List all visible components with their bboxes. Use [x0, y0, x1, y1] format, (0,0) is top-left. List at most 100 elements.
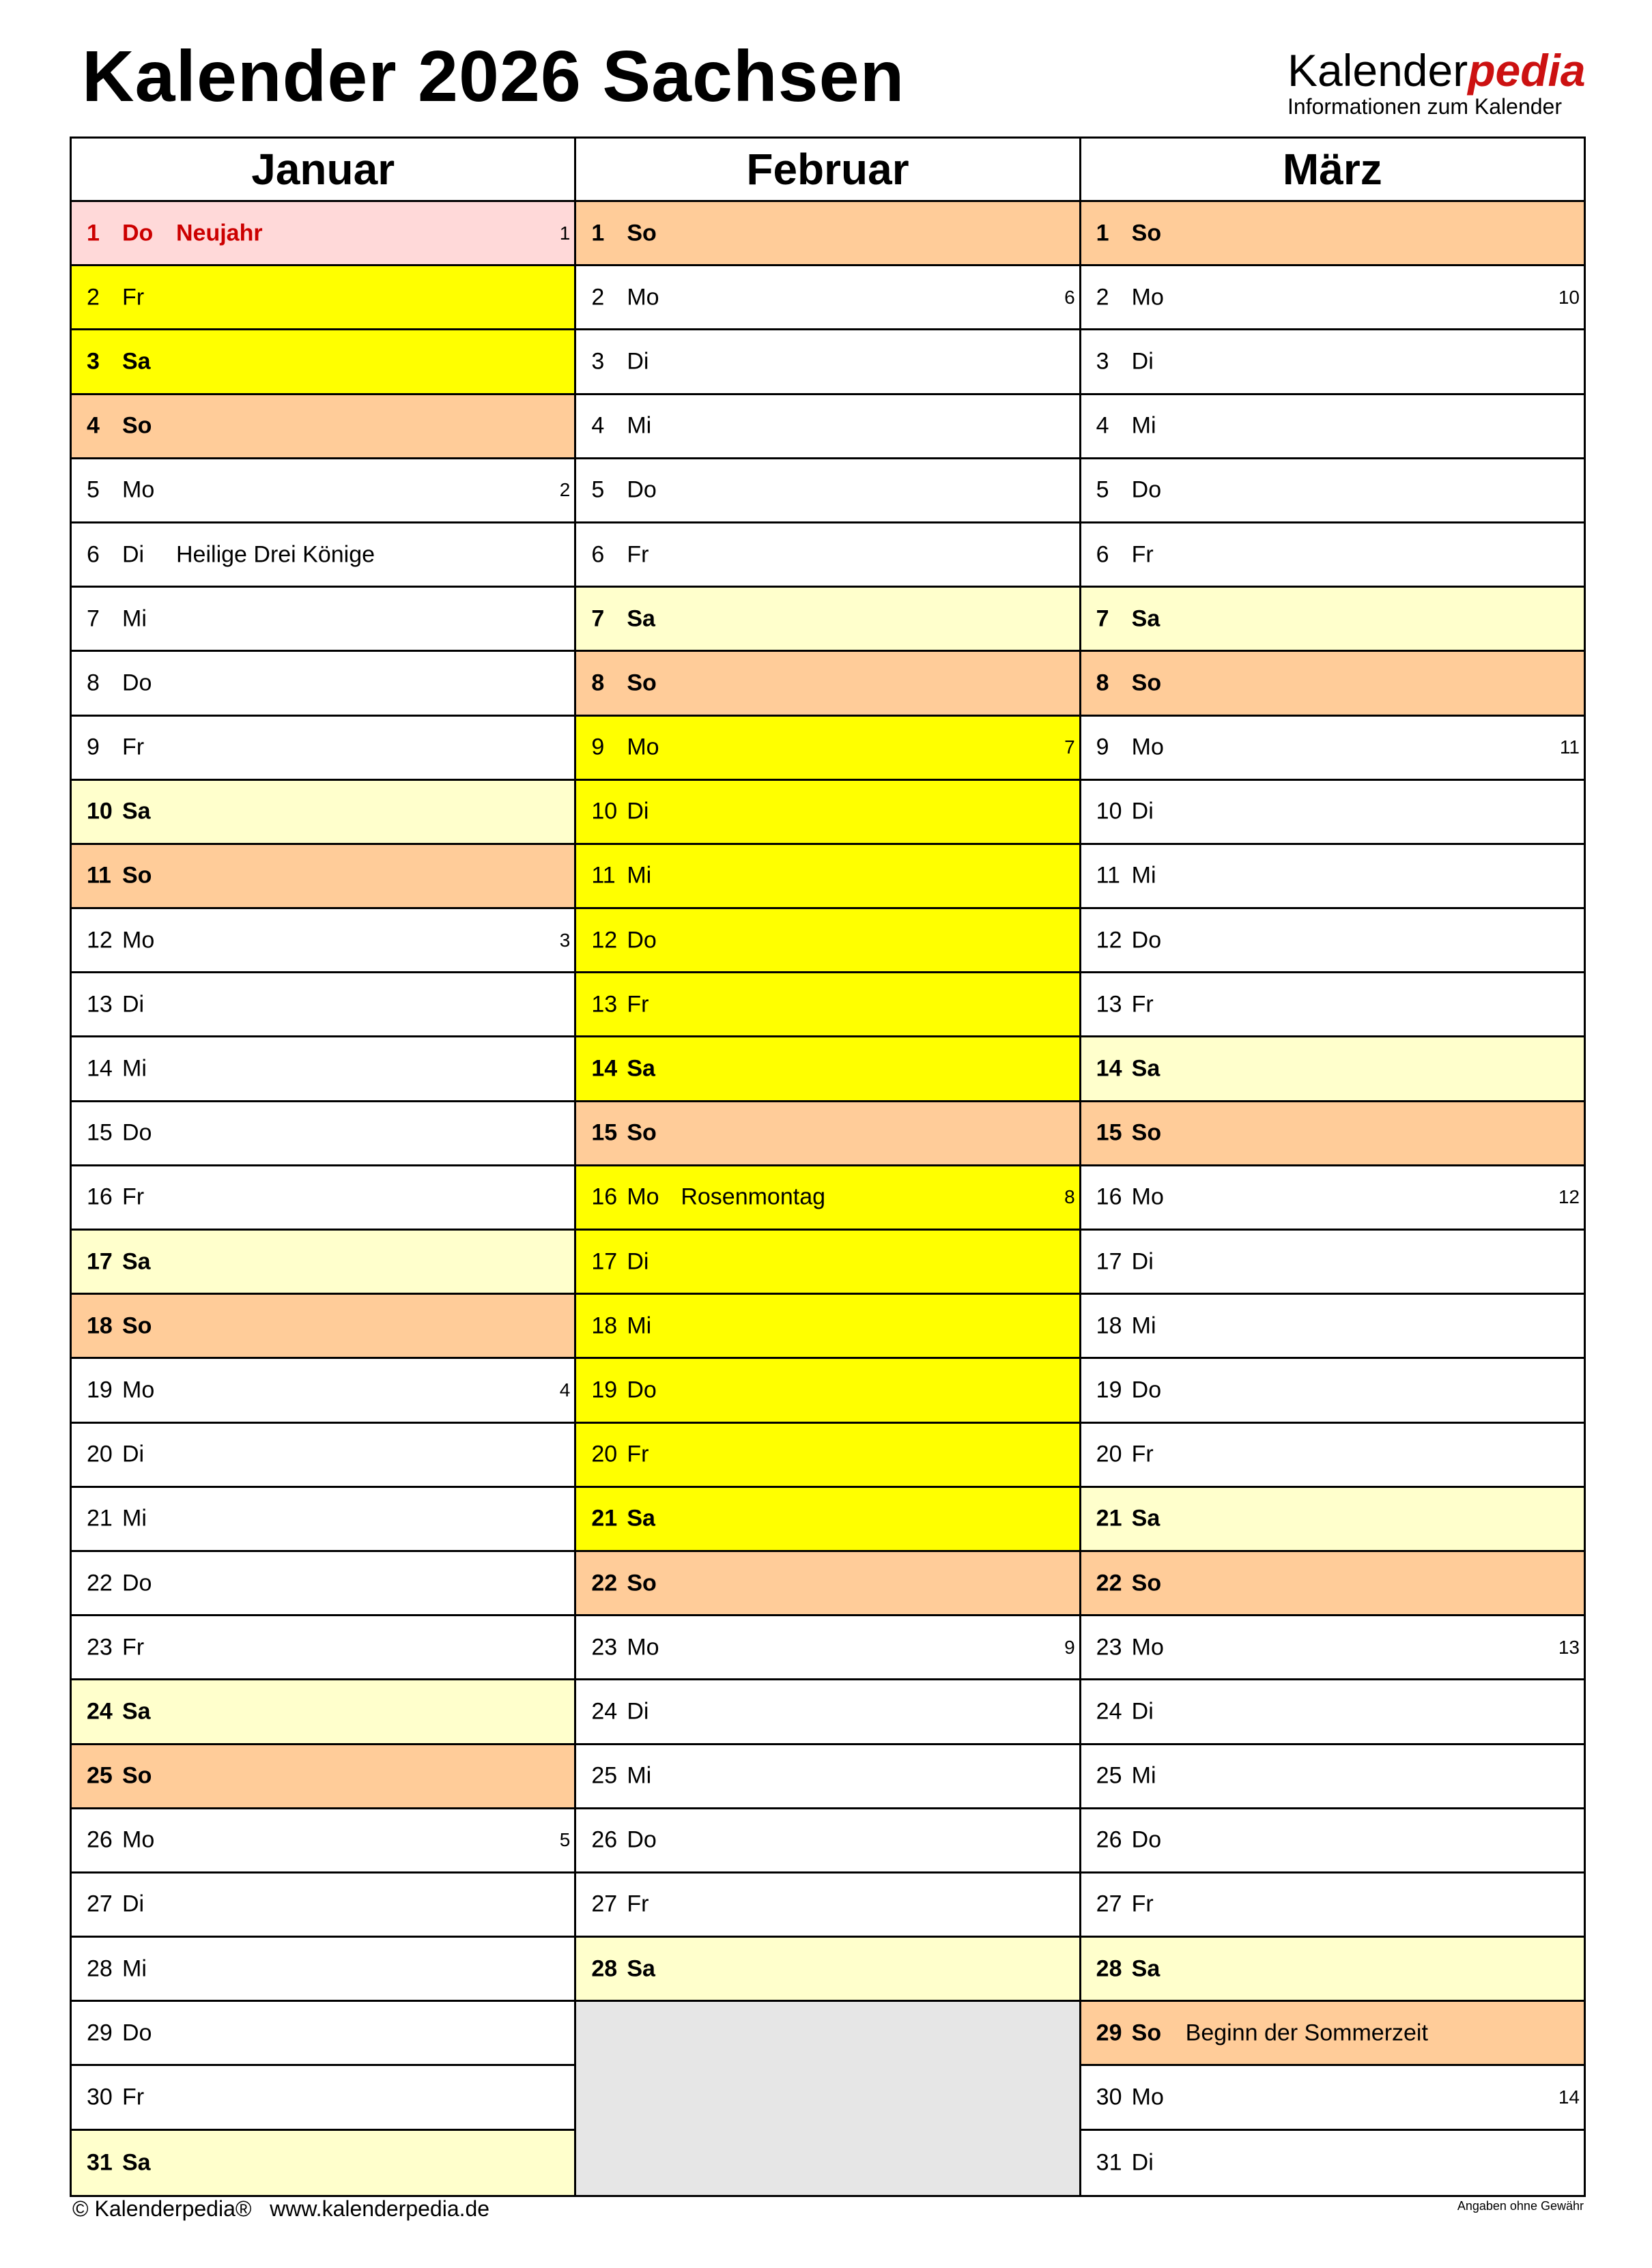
weekday: Do: [122, 1570, 152, 1596]
weekday: Di: [122, 1891, 145, 1917]
day-row: 21 Mi: [72, 1488, 575, 1552]
weekday: Fr: [1131, 541, 1154, 568]
weekday: Di: [627, 348, 649, 375]
weekday: Mo: [1131, 1183, 1164, 1210]
weekday: Sa: [1131, 605, 1160, 632]
weekday: Sa: [122, 1248, 151, 1275]
week-number: 10: [1558, 286, 1580, 308]
day-row: 13 Di: [72, 973, 575, 1038]
day-number: 14: [87, 1055, 113, 1082]
day-row: 15 So: [576, 1102, 1079, 1166]
weekday: Fr: [627, 1441, 649, 1467]
day-number: 22: [591, 1570, 618, 1596]
weekday: Di: [627, 798, 649, 824]
day-row: 15 Do: [72, 1102, 575, 1166]
day-number: 9: [591, 734, 605, 760]
day-number: 8: [87, 670, 100, 696]
day-number: 22: [1096, 1570, 1122, 1596]
day-number: 21: [591, 1505, 618, 1532]
day-note: Heilige Drei Könige: [176, 541, 375, 568]
day-number: 25: [87, 1762, 113, 1789]
day-number: 17: [87, 1248, 113, 1275]
weekday: Mi: [627, 1762, 652, 1789]
day-row: 19 Do: [1081, 1359, 1584, 1424]
weekday: Di: [1131, 1698, 1154, 1725]
weekday: Sa: [122, 1698, 151, 1725]
day-row: 22 Do: [72, 1552, 575, 1617]
weekday: Fr: [122, 1183, 145, 1210]
weekday: So: [122, 862, 152, 889]
weekday: Sa: [1131, 1955, 1160, 1982]
week-number: 5: [559, 1829, 571, 1851]
weekday: Fr: [1131, 1891, 1154, 1917]
day-row: 20 Fr: [576, 1423, 1079, 1488]
weekday: Do: [1131, 927, 1162, 953]
weekday: Mo: [1131, 1634, 1164, 1661]
day-row: 5 Mo 2: [72, 459, 575, 523]
day-row: 29 So Beginn der Sommerzeit: [1081, 2002, 1584, 2067]
day-number: 26: [591, 1826, 618, 1853]
logo-brand-b: pedia: [1468, 45, 1586, 96]
day-row: 18 So: [72, 1295, 575, 1360]
day-number: 24: [591, 1698, 618, 1725]
day-number: 19: [87, 1377, 113, 1403]
day-row: 23 Mo 13: [1081, 1616, 1584, 1681]
month-header: März: [1081, 139, 1584, 202]
week-number: 2: [559, 479, 571, 501]
day-number: 23: [1096, 1634, 1122, 1661]
week-number: 8: [1064, 1186, 1075, 1208]
weekday: Do: [1131, 476, 1162, 503]
day-row: 12 Mo 3: [72, 909, 575, 974]
day-number: 23: [87, 1634, 113, 1661]
day-row: 3 Di: [1081, 330, 1584, 395]
week-number: 14: [1558, 2086, 1580, 2108]
day-row: 18 Mi: [1081, 1295, 1584, 1360]
day-number: 11: [591, 862, 616, 889]
day-number: 14: [591, 1055, 618, 1082]
day-row: 26 Do: [1081, 1809, 1584, 1874]
weekday: Do: [122, 220, 154, 246]
day-number: 31: [1096, 2149, 1122, 2176]
weekday: Do: [122, 670, 152, 696]
day-row: 30 Fr: [72, 2066, 575, 2131]
day-note: Beginn der Sommerzeit: [1185, 2020, 1428, 2046]
day-row: 8 So: [1081, 652, 1584, 717]
footer-disclaimer: Angaben ohne Gewähr: [1457, 2199, 1584, 2213]
day-number: 16: [1096, 1183, 1122, 1210]
day-row: 31 Sa: [72, 2130, 575, 2195]
day-row: 6 Fr: [576, 523, 1079, 588]
day-number: 26: [1096, 1826, 1122, 1853]
weekday: Di: [1131, 348, 1154, 375]
week-number: 7: [1064, 736, 1075, 758]
day-row: 9 Mo 7: [576, 716, 1079, 781]
empty-cell: [576, 2002, 1079, 2195]
day-number: 12: [87, 927, 113, 953]
weekday: Mo: [627, 1183, 659, 1210]
day-row: 14 Sa: [576, 1037, 1079, 1102]
day-row: 25 Mi: [1081, 1745, 1584, 1809]
day-number: 15: [1096, 1119, 1122, 1146]
day-number: 6: [591, 541, 605, 568]
day-row: 22 So: [1081, 1551, 1584, 1617]
day-number: 26: [87, 1826, 113, 1853]
weekday: Mi: [1131, 862, 1156, 889]
day-number: 16: [87, 1183, 113, 1210]
day-row: 18 Mi: [576, 1295, 1079, 1360]
weekday: Di: [1131, 798, 1154, 824]
day-row: 23 Fr: [72, 1616, 575, 1681]
day-row: 7 Sa: [576, 588, 1079, 652]
weekday: Mi: [1131, 1312, 1156, 1339]
day-number: 10: [591, 798, 618, 824]
day-row: 4 Mi: [576, 395, 1079, 459]
day-row: 4 Mi: [1081, 395, 1584, 459]
day-row: 8 So: [576, 652, 1079, 717]
weekday: So: [627, 1119, 657, 1146]
weekday: Di: [122, 541, 145, 568]
day-number: 20: [87, 1441, 113, 1467]
day-number: 12: [591, 927, 618, 953]
day-number: 3: [87, 348, 100, 375]
weekday: Do: [627, 476, 657, 503]
weekday: So: [122, 412, 152, 439]
weekday: Di: [627, 1698, 649, 1725]
